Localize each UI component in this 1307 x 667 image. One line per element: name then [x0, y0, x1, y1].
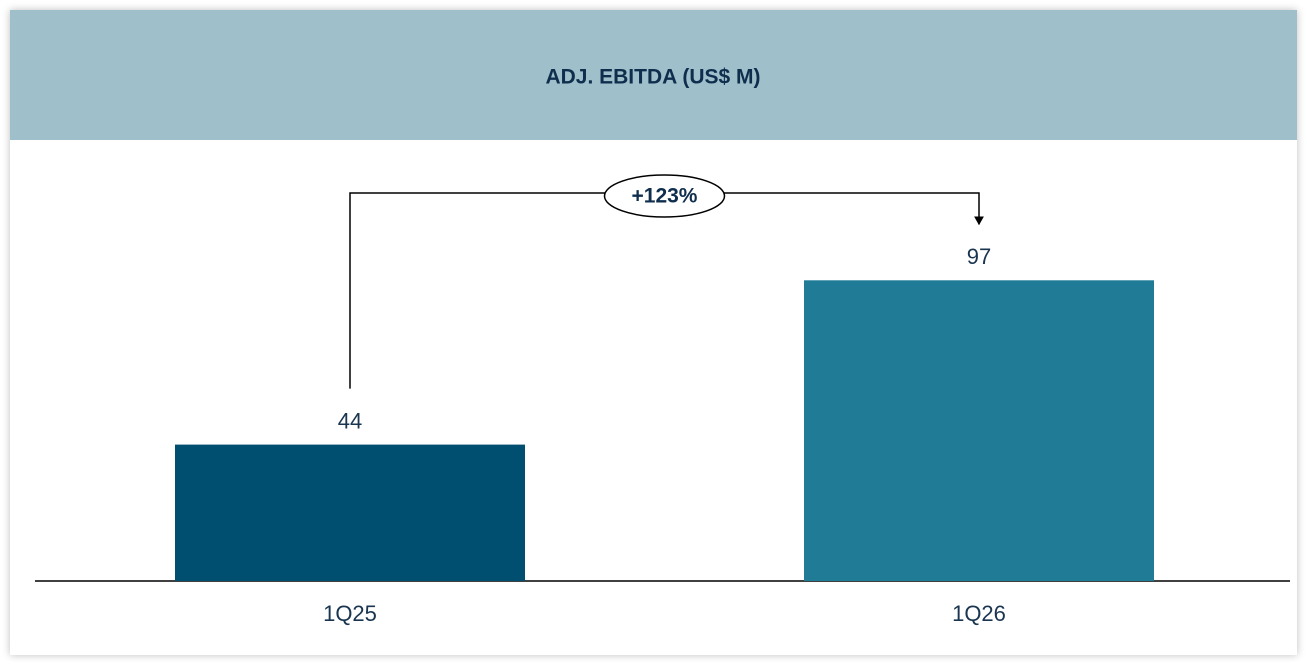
chart-title: ADJ. EBITDA (US$ M) [545, 66, 760, 89]
value-label: 44 [338, 408, 362, 433]
x-tick-label: 1Q26 [952, 601, 1006, 626]
header-band [10, 10, 1297, 140]
bar [804, 280, 1154, 581]
annotation-bubble [603, 174, 726, 218]
x-tick-label: 1Q25 [323, 601, 377, 626]
bar [175, 444, 525, 581]
annotation: +123% [632, 185, 698, 208]
value-label: 97 [967, 244, 991, 269]
